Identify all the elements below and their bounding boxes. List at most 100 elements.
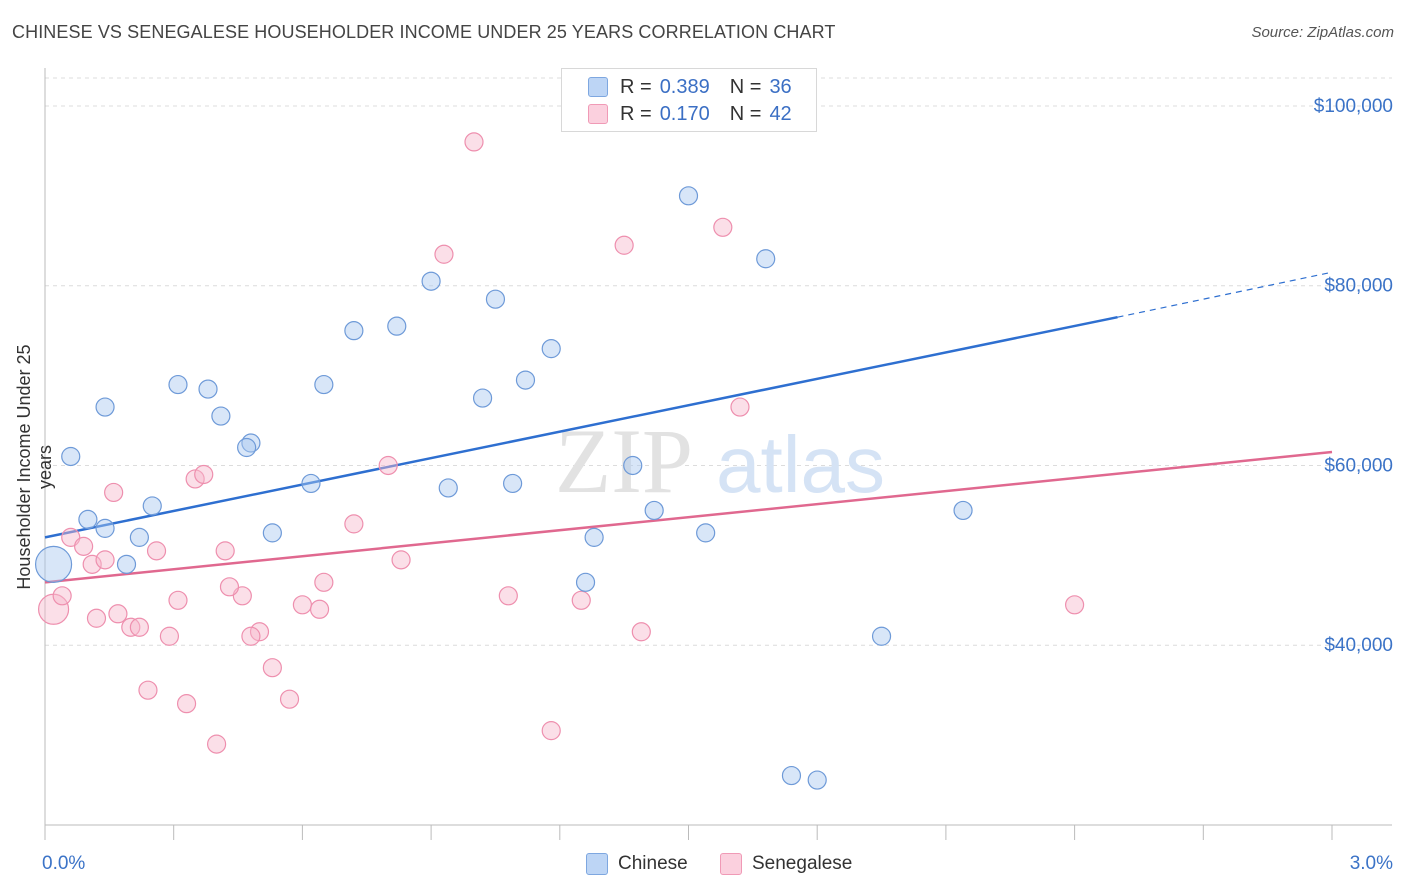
senegalese-point [730, 397, 750, 417]
senegalese-point [464, 132, 484, 152]
senegalese-legend-swatch [720, 853, 742, 875]
chinese-point [237, 437, 257, 458]
legend-row-chinese: R = 0.389 N = 36 [588, 74, 792, 100]
chinese-point [756, 249, 776, 269]
senegalese-point [215, 541, 235, 561]
watermark: ZIP atlas [555, 410, 885, 512]
y-tick-labels: $40,000 $60,000 $80,000 $100,000 [1314, 96, 1393, 656]
chart-source: Source: ZipAtlas.com [1251, 24, 1394, 41]
grid-lines [45, 77, 1392, 646]
chinese-point [541, 339, 561, 359]
senegalese-point [176, 694, 197, 714]
chinese-point [301, 473, 321, 494]
senegalese-point [86, 608, 107, 628]
chinese-point [142, 496, 162, 516]
senegalese-swatch [588, 104, 608, 124]
trend-lines [44, 271, 1333, 584]
chinese-point [871, 626, 892, 646]
senegalese-point [207, 734, 227, 754]
legend-senegalese: Senegalese [720, 850, 852, 878]
senegalese-point [104, 482, 124, 503]
y-tick-label: $100,000 [1314, 96, 1393, 117]
senegalese-point [713, 217, 733, 237]
chinese-point [78, 509, 98, 530]
senegalese-point [378, 455, 398, 476]
senegalese-point [498, 586, 518, 606]
chinese-point [696, 523, 716, 543]
chinese-point [198, 379, 218, 399]
chinese-point [95, 518, 115, 538]
chinese-point [485, 289, 506, 309]
n-value: 42 [769, 102, 792, 125]
senegalese-point [391, 550, 411, 570]
chinese-point [262, 523, 282, 543]
chinese-point [129, 527, 149, 547]
chinese-point [515, 370, 536, 390]
chinese-trend-line [44, 315, 1118, 539]
senegalese-point [571, 590, 591, 610]
n-key: N = [729, 102, 762, 125]
x-tick-labels: 0.0% 3.0% [42, 853, 1393, 874]
r-value: 0.170 [659, 102, 710, 125]
watermark-zip: ZIP [555, 410, 693, 512]
y-axis-label: Householder Income Under 25 years [14, 344, 55, 590]
chinese-point [623, 455, 643, 476]
senegalese-point [185, 469, 205, 489]
senegalese-point [309, 599, 330, 619]
senegalese-legend-label: Senegalese [752, 853, 853, 874]
r-key: R = [620, 75, 652, 98]
correlation-legend: R = 0.389 N = 36 R = 0.170 N = 42 [561, 68, 817, 132]
y-tick-label: $60,000 [1324, 455, 1393, 476]
senegalese-point [82, 554, 102, 574]
senegalese-point [108, 604, 128, 624]
senegalese-point [249, 622, 270, 642]
senegalese-point [292, 595, 312, 615]
chinese-point [116, 554, 137, 574]
senegalese-point [344, 514, 364, 534]
x-tick-label: 3.0% [1350, 853, 1393, 874]
chart-title: CHINESE VS SENEGALESE HOUSEHOLDER INCOME… [12, 22, 836, 42]
senegalese-trend-line [44, 450, 1333, 584]
chinese-point [421, 271, 441, 291]
axes [44, 68, 1392, 840]
senegalese-point [541, 721, 561, 741]
chinese-point [807, 770, 827, 790]
senegalese-point [631, 622, 651, 642]
chinese-point [95, 397, 115, 417]
y-tick-label: $80,000 [1324, 276, 1393, 297]
chinese-point [168, 374, 188, 395]
chinese-point [61, 446, 81, 467]
chinese-point [644, 500, 664, 521]
chinese-point [584, 527, 604, 547]
senegalese-point [614, 235, 634, 255]
chinese-point [34, 545, 73, 583]
chinese-point [438, 478, 458, 498]
senegalese-point [74, 536, 94, 556]
senegalese-point [1064, 595, 1085, 615]
chinese-point [678, 186, 699, 206]
senegalese-point [159, 626, 180, 646]
senegalese-point [314, 572, 334, 592]
senegalese-point [168, 590, 188, 610]
n-key: N = [729, 75, 762, 98]
watermark-atlas: atlas [716, 420, 885, 509]
senegalese-point [262, 658, 282, 678]
chinese-point [472, 388, 493, 408]
chinese-point [344, 321, 364, 341]
legend-row-senegalese: R = 0.170 N = 42 [588, 101, 792, 127]
n-value: 36 [769, 75, 792, 98]
senegalese-point [138, 680, 158, 700]
chinese-legend-label: Chinese [618, 853, 688, 874]
chinese-point [387, 316, 407, 336]
legend-chinese: Chinese [586, 850, 688, 878]
senegalese-point [279, 689, 300, 709]
x-tick-label: 0.0% [42, 853, 85, 874]
data-points [34, 132, 1085, 790]
r-key: R = [620, 102, 652, 125]
chinese-point [575, 572, 596, 592]
chinese-swatch [588, 77, 608, 97]
senegalese-point [434, 244, 454, 264]
y-tick-label: $40,000 [1324, 635, 1393, 656]
senegalese-point [241, 626, 261, 646]
